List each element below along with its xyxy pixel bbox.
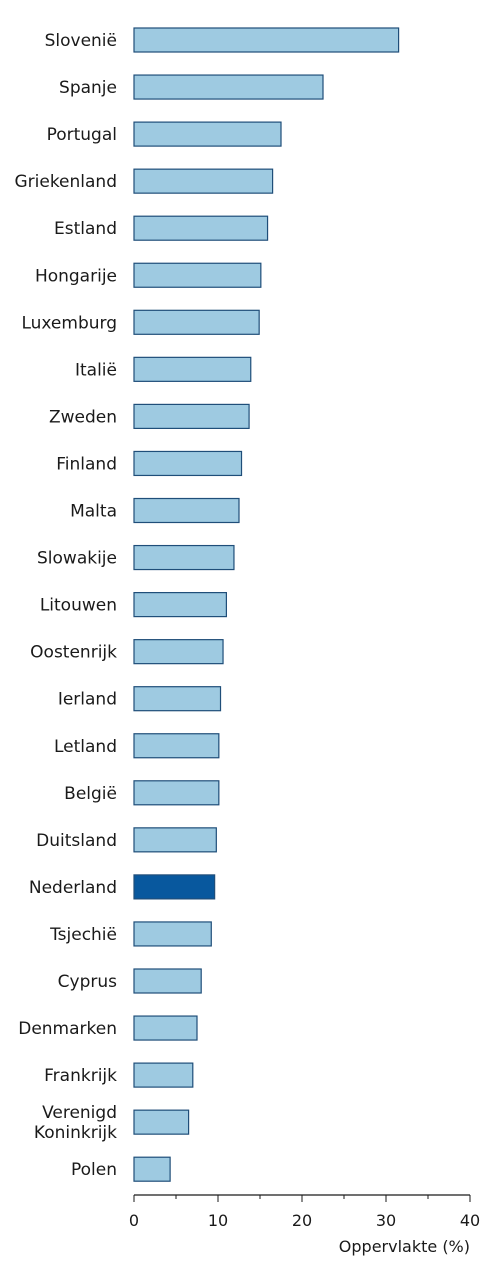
category-label-portugal: Portugal [47, 125, 117, 145]
category-label-cyprus: Cyprus [58, 972, 117, 992]
bar-nederland [133, 874, 216, 900]
category-label-slovenie: Slovenië [45, 31, 117, 51]
x-tick-label-30: 30 [376, 1211, 396, 1230]
bar-cyprus [133, 968, 202, 994]
category-labels: Slovenië Spanje Portugal Griekenland Estland… [14, 31, 117, 1180]
bar-italie [133, 356, 252, 382]
bar-ierland [133, 686, 222, 712]
bar-hongarije [133, 262, 262, 288]
category-label-tsjechie: Tsjechië [49, 925, 117, 945]
bar-belgie [133, 780, 220, 806]
bar-frankrijk [133, 1062, 194, 1088]
bars-layer [133, 27, 400, 1182]
x-tick-label-0: 0 [129, 1211, 139, 1230]
category-label-finland: Finland [56, 454, 117, 474]
category-label-letland: Letland [54, 737, 117, 757]
category-label-hongarije: Hongarije [35, 266, 117, 286]
bar-estland [133, 215, 269, 241]
bar-duitsland [133, 827, 217, 853]
category-label-oostenrijk: Oostenrijk [30, 643, 117, 663]
x-tick-label-20: 20 [292, 1211, 312, 1230]
bar-litouwen [133, 591, 228, 618]
bar-griekenland [133, 168, 274, 194]
bar-tsjechie [133, 921, 212, 947]
bar-finland [133, 450, 243, 477]
category-label-verenigd-koninkrijk: Verenigd Koninkrijk [34, 1103, 117, 1143]
bar-luxemburg [133, 309, 260, 335]
category-label-denmarken: Denmarken [18, 1019, 117, 1039]
category-label-polen: Polen [71, 1160, 117, 1180]
bar-denmarken [133, 1015, 198, 1041]
x-axis: 0 10 20 30 40 [129, 1194, 480, 1230]
category-label-slowakije: Slowakije [37, 549, 117, 569]
bar-polen [133, 1156, 171, 1182]
x-tick-label-40: 40 [460, 1211, 480, 1230]
category-label-nederland: Nederland [29, 878, 117, 898]
bar-portugal [133, 121, 282, 147]
category-label-estland: Estland [54, 219, 117, 239]
category-label-spanje: Spanje [59, 78, 117, 98]
bar-oostenrijk [133, 639, 224, 665]
bar-slovenie [133, 27, 400, 53]
bar-malta [133, 497, 240, 524]
bar-zweden [133, 403, 250, 429]
category-label-ierland: Ierland [58, 690, 117, 710]
category-label-italie: Italië [75, 360, 117, 380]
category-label-duitsland: Duitsland [36, 831, 117, 851]
category-label-belgie: België [64, 784, 117, 804]
category-label-griekenland: Griekenland [14, 172, 117, 192]
bar-slowakije [133, 544, 235, 571]
x-axis-title: Oppervlakte (%) [339, 1237, 470, 1256]
category-label-luxemburg: Luxemburg [21, 313, 117, 333]
category-label-litouwen: Litouwen [40, 596, 117, 616]
category-label-malta: Malta [70, 502, 117, 522]
category-label-zweden: Zweden [49, 407, 117, 427]
bar-letland [133, 733, 220, 759]
x-tick-label-10: 10 [208, 1211, 228, 1230]
category-label-frankrijk: Frankrijk [44, 1066, 117, 1086]
bar-spanje [133, 74, 324, 100]
bar-verenigd-koninkrijk [133, 1109, 190, 1135]
